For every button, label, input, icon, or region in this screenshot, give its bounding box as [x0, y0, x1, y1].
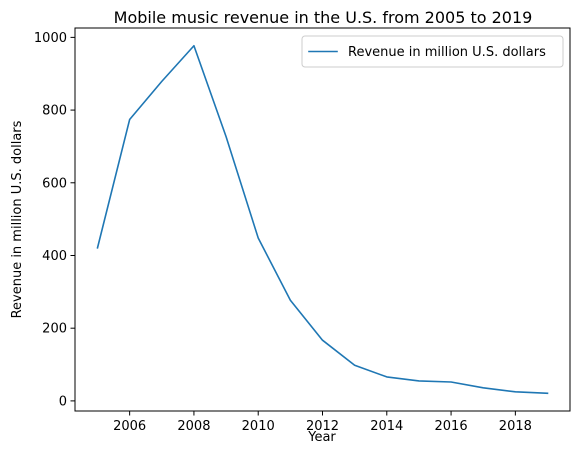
data-point [417, 379, 421, 383]
plot-frame [74, 27, 571, 412]
x-tick-label: 2016 [435, 419, 468, 434]
series-line [96, 44, 549, 395]
y-tick-label: 200 [42, 322, 67, 337]
x-tick-label: 2010 [242, 419, 275, 434]
x-tick-label: 2012 [306, 419, 339, 434]
x-tick-label: 2018 [499, 419, 532, 434]
data-point [546, 391, 550, 395]
data-point [481, 386, 485, 390]
x-tick-label: 2008 [177, 419, 210, 434]
data-point [449, 380, 453, 384]
y-tick-label: 600 [42, 176, 67, 191]
data-point [256, 236, 260, 240]
plot-area: 2006 2008 2010 2012 2014 2016 2018 0 200 400 600 8… [34, 27, 571, 434]
x-axis: 2006 2008 2010 2012 2014 2016 2018 [113, 411, 532, 434]
x-tick-label: 2014 [370, 419, 403, 434]
series-layer [96, 44, 550, 395]
data-point [385, 375, 389, 379]
y-tick-label: 0 [59, 394, 67, 409]
data-point [353, 363, 357, 367]
data-point [128, 118, 132, 122]
legend-label: Revenue in million U.S. dollars [348, 45, 546, 60]
data-point [192, 44, 196, 48]
data-point [513, 390, 517, 394]
y-tick-label: 400 [42, 249, 67, 264]
x-tick-label: 2006 [113, 419, 146, 434]
y-axis: 0 200 400 600 800 1000 [34, 31, 75, 409]
data-point [321, 338, 325, 342]
legend: Revenue in million U.S. dollars [301, 35, 564, 68]
data-point [224, 135, 228, 139]
y-tick-label: 1000 [34, 31, 67, 46]
legend-box [301, 35, 564, 68]
y-tick-label: 800 [42, 104, 67, 119]
data-point [96, 246, 100, 250]
data-point [160, 79, 164, 83]
chart-title: Mobile music revenue in the U.S. from 20… [114, 8, 533, 27]
x-axis-label: Year [307, 430, 336, 445]
data-point [288, 298, 292, 302]
y-axis-label: Revenue in million U.S. dollars [10, 120, 25, 318]
